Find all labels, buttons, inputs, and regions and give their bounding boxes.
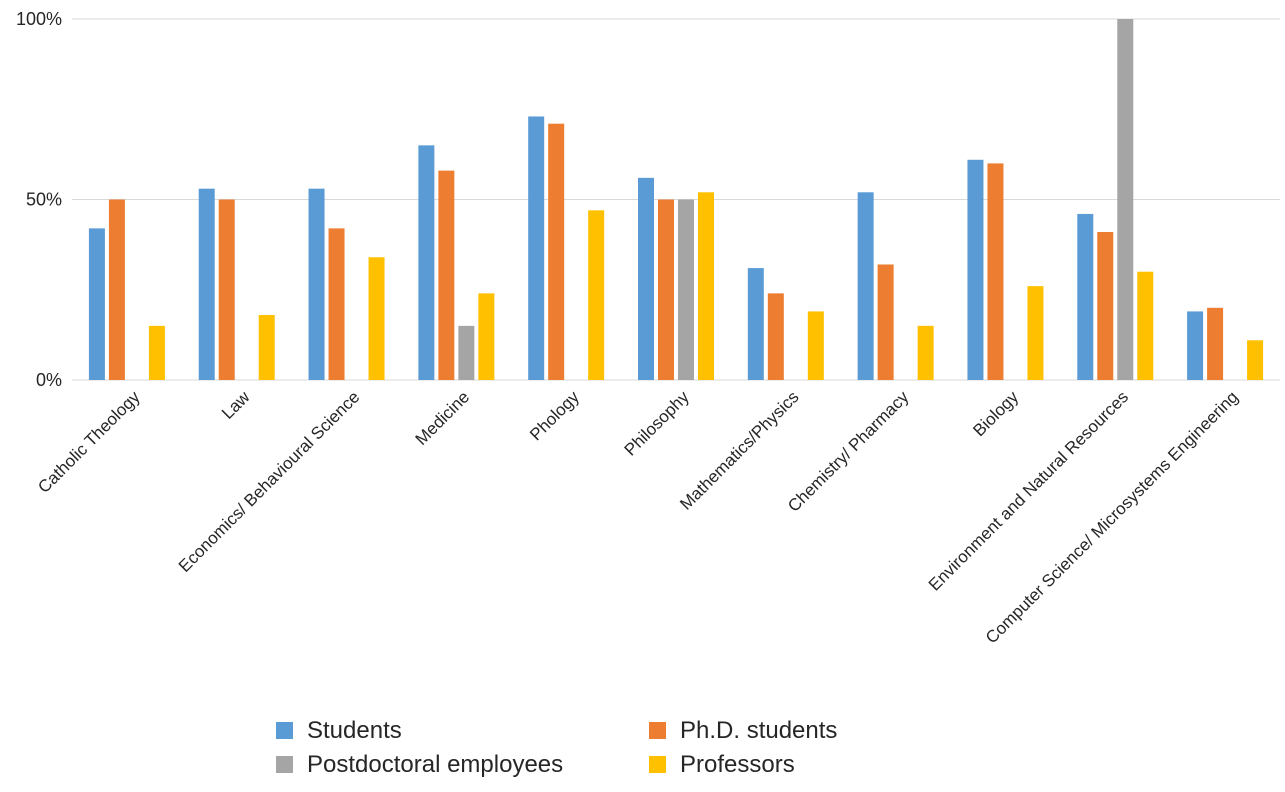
bar-professors xyxy=(148,325,165,380)
bar-professors xyxy=(1137,271,1154,380)
x-category-label: Law xyxy=(218,387,254,423)
bar-ph-d-students xyxy=(108,199,125,380)
bar-postdoctoral-employees xyxy=(678,199,694,380)
legend-swatch xyxy=(276,756,293,773)
x-category-label: Chemistry/ Pharmacy xyxy=(784,387,913,516)
legend-label: Ph.D. students xyxy=(680,717,837,744)
bar-students xyxy=(967,159,984,380)
bar-students xyxy=(88,228,105,380)
bar-postdoctoral-employees xyxy=(1117,19,1134,380)
y-tick-label: 50% xyxy=(26,190,62,210)
legend-label: Students xyxy=(307,717,402,744)
x-category-label: Philosophy xyxy=(621,387,694,460)
x-category-label: Medicine xyxy=(412,387,474,449)
y-tick-label: 0% xyxy=(36,370,62,390)
bar-students xyxy=(198,188,215,380)
bar-professors xyxy=(917,325,934,380)
legend-swatch xyxy=(649,722,666,739)
bar-professors xyxy=(478,293,495,380)
bar-students xyxy=(1187,311,1204,380)
bar-professors xyxy=(588,210,605,380)
x-category-label: Biology xyxy=(969,387,1022,440)
bar-students xyxy=(308,188,325,380)
x-category-label: Mathematics/Physics xyxy=(676,387,802,513)
bar-ph-d-students xyxy=(438,170,455,380)
x-category-label: Economics/ Behavioural Science xyxy=(175,387,363,575)
bar-ph-d-students xyxy=(328,228,345,380)
legend-swatch xyxy=(649,756,666,773)
bar-professors xyxy=(1247,340,1264,380)
bar-professors xyxy=(698,192,714,380)
bar-professors xyxy=(807,311,824,380)
bar-students xyxy=(857,192,874,380)
bar-students xyxy=(1077,213,1094,380)
x-category-label: Phology xyxy=(526,387,583,444)
bar-students xyxy=(638,177,654,380)
bar-students xyxy=(528,116,545,380)
legend-label: Postdoctoral employees xyxy=(307,751,563,778)
bar-ph-d-students xyxy=(987,163,1004,380)
x-category-label: Catholic Theology xyxy=(34,387,144,497)
bar-professors xyxy=(368,257,385,380)
bar-ph-d-students xyxy=(1097,231,1114,380)
legend-label: Professors xyxy=(680,751,795,778)
x-category-label: Computer Science/ Microsystems Engineeri… xyxy=(982,387,1242,647)
bar-ph-d-students xyxy=(767,293,784,380)
bar-postdoctoral-employees xyxy=(458,325,475,380)
bar-ph-d-students xyxy=(1207,307,1224,380)
bar-ph-d-students xyxy=(658,199,674,380)
bar-ph-d-students xyxy=(218,199,235,380)
bars xyxy=(88,19,1264,380)
bar-professors xyxy=(258,315,275,380)
y-tick-label: 100% xyxy=(16,9,62,29)
bar-professors xyxy=(1027,286,1044,380)
bar-students xyxy=(747,268,764,380)
bar-ph-d-students xyxy=(548,123,565,380)
legend: Students Ph.D. students Postdoctoral emplo… xyxy=(276,717,837,778)
legend-swatch xyxy=(276,722,293,739)
bar-ph-d-students xyxy=(877,264,894,380)
bar-students xyxy=(418,145,435,380)
x-category-label: Environment and Natural Resources xyxy=(925,387,1132,594)
